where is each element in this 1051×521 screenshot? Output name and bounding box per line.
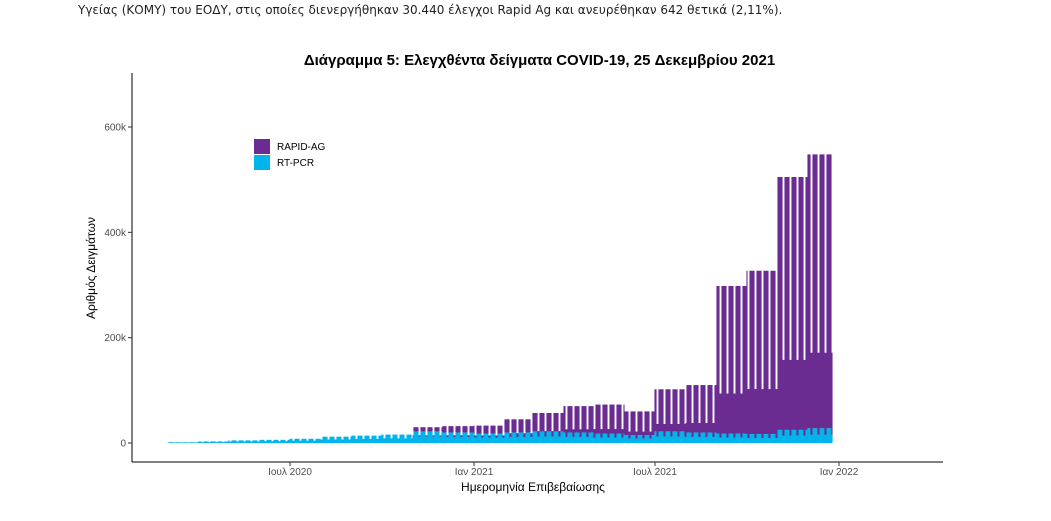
y-axis-title: Αριθμός Δειγμάτων <box>84 217 98 319</box>
y-tick-label: 200k <box>104 333 127 344</box>
y-ticks: 0 200k 400k 600k <box>104 123 132 450</box>
x-tick-label: Ιουλ 2020 <box>268 467 312 478</box>
x-axis-title: Ημερομηνία Επιβεβαίωσης <box>461 480 605 494</box>
x-ticks: Ιουλ 2020 Ιαν 2021 Ιουλ 2021 Ιαν 2022 <box>268 462 859 478</box>
intro-text: Υγείας (ΚΟΜΥ) του ΕΟΔΥ, στις οποίες διεν… <box>78 3 783 17</box>
y-tick-label: 0 <box>120 439 126 450</box>
y-tick-label: 400k <box>104 228 127 239</box>
legend-swatch <box>254 139 270 154</box>
y-tick-label: 600k <box>104 123 127 134</box>
x-tick-label: Ιαν 2021 <box>455 467 494 478</box>
legend-swatch <box>254 155 270 170</box>
bars-group <box>167 154 833 443</box>
legend: RAPID-AG RT-PCR <box>254 139 326 170</box>
legend-label: RAPID-AG <box>277 142 326 153</box>
x-tick-label: Ιαν 2022 <box>820 467 859 478</box>
legend-label: RT-PCR <box>277 158 314 169</box>
chart-title: Διάγραμμα 5: Ελεγχθέντα δείγματα COVID-1… <box>303 52 776 69</box>
x-tick-label: Ιουλ 2021 <box>633 467 677 478</box>
